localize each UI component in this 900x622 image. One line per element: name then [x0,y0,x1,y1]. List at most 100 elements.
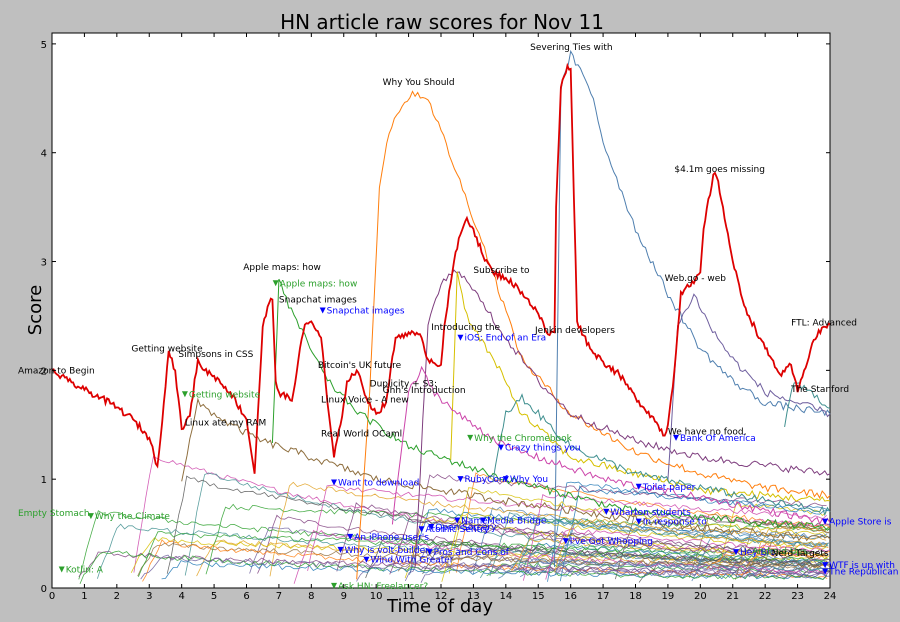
annotation-marker [347,533,354,540]
annotation-label: Wharton students [610,508,691,518]
background-series-line [517,518,830,570]
background-series-line [519,560,828,578]
background-series-line [498,558,830,579]
background-series-line [486,561,830,577]
annotation-label: Apple Store is [829,518,892,528]
annotation-marker [454,517,461,524]
x-axis: 0 1 2 3 4 5 6 7 8 9 10 11 12 13 14 15 16 17 18 19 20 21 22 23 24 [49,33,836,602]
background-series-line [140,554,830,580]
annotation-label: Atomic Sentry [426,525,490,535]
series-line [450,271,831,502]
series-line [181,397,831,542]
annotation-label: Empty Stomach [18,509,90,519]
annotation-label: Ghh's Introduction [383,386,466,396]
x-tick-label: 17 [597,591,610,602]
annotation-label: Name [461,517,488,527]
annotation-marker [822,568,829,575]
series-line [356,90,831,580]
background-series-line [356,557,828,582]
annotation-label: Web.go - web [665,274,727,284]
series-line [554,49,831,567]
x-tick-label: 19 [662,591,675,602]
series-line [667,293,831,480]
highlight-series-line [51,62,831,474]
background-series-line [166,475,829,574]
annotation-label: Nerd Targets [772,549,829,559]
annotation-label: RubyConf. [464,475,509,485]
background-series-line [420,561,830,583]
y-tick-label: 5 [41,40,47,51]
annotation-marker [467,434,474,441]
chart-title: HN article raw scores for Nov 11 [280,10,604,34]
annotation-label: iOS: End of an Era [464,334,546,344]
x-axis-label: Time of day [386,596,493,617]
y-tick-label: 2 [41,366,47,377]
background-series-line [441,511,828,582]
annotation-label: Duplicity + S3: [370,379,437,389]
background-series-line [735,521,830,580]
background-series-line [545,527,830,580]
annotation-label: Toilet paper [642,483,696,493]
background-series-line [138,531,828,577]
annotation-marker [635,483,642,490]
annotation-marker [363,556,370,563]
annotation-label: Pros and Cons of [434,548,510,558]
y-tick-label: 1 [41,475,47,486]
annotation-marker [181,391,188,398]
annotation-label: Snapchat images [279,296,357,306]
x-tick-label: 10 [370,591,383,602]
series-line [784,382,831,427]
annotation-marker [337,546,344,553]
background-series-line [196,539,828,577]
x-tick-label: 0 [49,591,55,602]
background-series-line [184,472,828,576]
annotation-marker [635,518,642,525]
x-tick-label: 14 [499,591,512,602]
x-tick-label: 13 [467,591,480,602]
annotation-label: Introducing the [431,323,500,333]
annotation-label: The Republican [828,568,898,578]
highlight-series-group [51,62,831,474]
annotation-marker [418,526,425,533]
annotation-label: Crazy things you [505,444,581,454]
annotation-label: Simpsons in CSS [178,350,253,360]
annotation-label: Amazon to Begin [18,366,95,376]
x-tick-label: 5 [211,591,217,602]
background-series-line [422,542,828,575]
background-series-line [615,512,830,580]
annotation-marker [497,444,504,451]
annotation-label: Open Sorcery [435,523,497,533]
annotation-marker [732,549,739,556]
annotation-marker [331,582,338,589]
annotation-marker [822,562,829,569]
annotation-label: Linux Voice - A new [321,396,409,406]
annotation-marker [331,479,338,486]
annotation-marker [457,476,464,483]
annotation-label: Bank Of America [680,434,756,444]
annotation-marker [822,518,829,525]
x-tick-label: 15 [532,591,545,602]
annotation-label: Getting website [131,345,203,355]
series-line [391,365,831,526]
series-line [414,269,831,567]
annotation-label: Subscribe to [473,266,530,276]
background-series-line [397,553,831,572]
y-tick-label: 3 [41,258,47,269]
annotation-label: Real World OCaml [321,429,402,439]
y-axis-label: Score [25,285,46,335]
annotation-marker [562,538,569,545]
annotation-label: Want to download [338,478,419,488]
x-tick-label: 23 [791,591,804,602]
annotation-label: Linux ate my RAM [185,419,266,429]
annotation-label: WTF is up with [829,561,895,571]
annotation-label: Kotlin: A [66,566,104,576]
x-tick-label: 7 [276,591,282,602]
x-tick-label: 21 [726,591,739,602]
x-tick-label: 8 [308,591,314,602]
background-series-line [554,520,828,573]
background-series-line [249,527,830,574]
annotation-label: Hey Bro [740,548,776,558]
annotation-label: Snapchat images [327,307,405,317]
background-series-line [510,538,827,572]
